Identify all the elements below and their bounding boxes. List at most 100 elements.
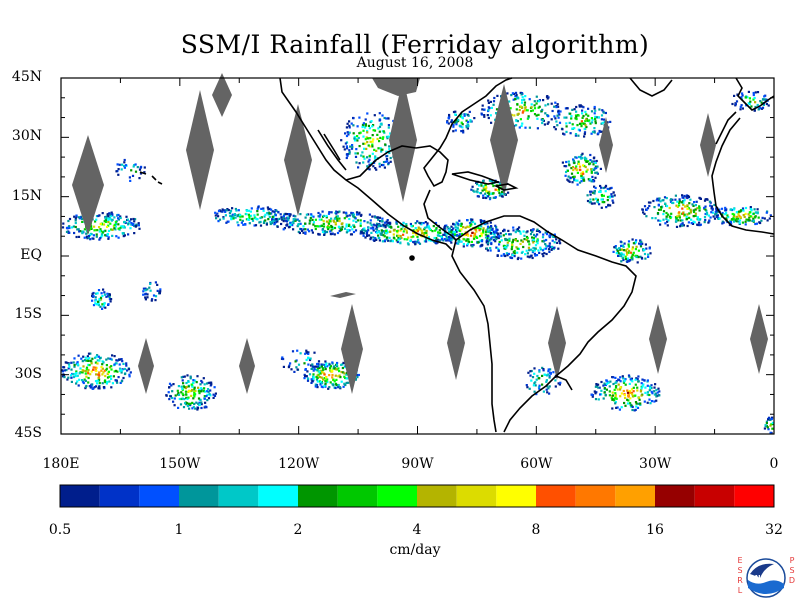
rain-pixel — [577, 134, 580, 137]
rain-pixel — [452, 231, 455, 234]
rain-pixel — [206, 399, 209, 402]
rain-pixel — [363, 220, 366, 223]
rain-pixel — [510, 256, 514, 260]
rain-pixel — [609, 380, 612, 383]
rain-pixel — [744, 206, 748, 210]
rain-pixel — [738, 215, 741, 218]
colorbar-swatch-3 — [179, 485, 219, 507]
rain-pixel — [595, 171, 599, 174]
rain-pixel — [359, 219, 362, 222]
rain-pixel — [498, 194, 501, 197]
rain-pixel — [369, 236, 372, 239]
rain-pixel — [472, 189, 475, 192]
rain-pixel — [571, 108, 574, 111]
rain-pixel — [310, 364, 313, 367]
rain-pixel — [739, 105, 742, 108]
rain-pixel — [460, 240, 463, 243]
rain-pixel — [654, 392, 657, 395]
rain-pixel — [405, 229, 408, 232]
rain-pixel — [307, 351, 310, 354]
rain-pixel — [565, 160, 568, 164]
rain-pixel — [515, 108, 518, 111]
rain-pixel — [342, 371, 345, 374]
rain-pixel — [387, 239, 390, 242]
rain-pixel — [445, 239, 448, 242]
rain-pixel — [428, 227, 431, 230]
rain-pixel — [173, 404, 176, 407]
rain-pixel — [594, 176, 597, 179]
rain-pixel — [95, 233, 98, 236]
rain-pixel — [591, 175, 594, 178]
rain-pixel — [662, 210, 666, 213]
map-ticks — [60, 77, 775, 435]
rain-pixel — [517, 97, 520, 100]
rain-pixel — [767, 418, 770, 421]
rain-pixel — [597, 398, 600, 401]
rain-pixel — [644, 257, 647, 260]
rain-pixel — [291, 221, 294, 224]
rain-pixel — [460, 222, 463, 225]
rain-pixel — [138, 168, 142, 171]
rain-pixel — [729, 208, 732, 211]
rain-pixel — [185, 396, 188, 399]
rain-pixel — [735, 215, 738, 218]
rain-pixel — [585, 113, 588, 116]
rain-pixel — [496, 94, 499, 97]
rain-pixel — [531, 376, 535, 379]
rain-pixel — [70, 368, 73, 371]
rain-pixel — [296, 225, 299, 228]
rain-pixel — [535, 254, 539, 257]
rain-pixel — [648, 398, 651, 401]
rain-pixel — [593, 107, 596, 110]
rain-pixel — [173, 397, 176, 400]
rain-pixel — [483, 219, 486, 223]
rain-pixel — [369, 222, 372, 225]
rain-pixel — [433, 236, 436, 240]
rain-pixel — [485, 240, 488, 243]
rain-pixel — [389, 240, 392, 243]
rain-pixel — [601, 121, 604, 124]
rain-pixel — [632, 242, 635, 245]
rain-pixel — [738, 210, 741, 213]
rain-pixel — [525, 235, 529, 239]
rain-pixel — [594, 171, 597, 174]
rain-pixel — [520, 251, 523, 254]
rain-pixel — [526, 230, 529, 233]
rain-pixel — [608, 394, 611, 397]
rain-pixel — [561, 128, 564, 131]
rain-pixel — [726, 214, 729, 217]
rain-pixel — [84, 385, 87, 388]
rain-pixel — [710, 205, 713, 208]
rain-pixel — [645, 247, 648, 250]
rain-pixel — [291, 350, 295, 353]
rain-pixel — [490, 106, 493, 109]
rain-pixel — [434, 221, 438, 225]
rain-pixel — [749, 215, 752, 218]
rain-pixel — [522, 245, 525, 249]
rain-pixel — [95, 369, 98, 372]
rain-pixel — [101, 307, 104, 310]
rain-pixel — [619, 380, 622, 383]
rain-pixel — [324, 368, 327, 371]
rain-pixel — [618, 408, 621, 411]
rain-pixel — [578, 165, 582, 168]
rain-pixel — [210, 383, 213, 386]
rain-pixel — [635, 405, 638, 408]
rain-pixel — [369, 219, 372, 222]
rain-pixel — [92, 295, 95, 298]
rain-pixel — [513, 252, 516, 255]
rain-pixel — [462, 131, 465, 134]
rain-pixel — [337, 383, 340, 387]
rain-pixel — [271, 210, 274, 213]
rain-pixel — [169, 395, 172, 398]
rain-pixel — [385, 155, 388, 158]
rain-pixel — [615, 252, 618, 255]
rain-pixel — [668, 206, 671, 210]
rain-pixel — [765, 98, 768, 101]
rain-pixel — [387, 117, 390, 120]
rain-pixel — [282, 220, 285, 223]
rain-pixel — [533, 382, 536, 385]
rain-pixel — [492, 232, 496, 235]
rain-pixel — [127, 233, 130, 236]
rain-pixel — [691, 203, 694, 206]
